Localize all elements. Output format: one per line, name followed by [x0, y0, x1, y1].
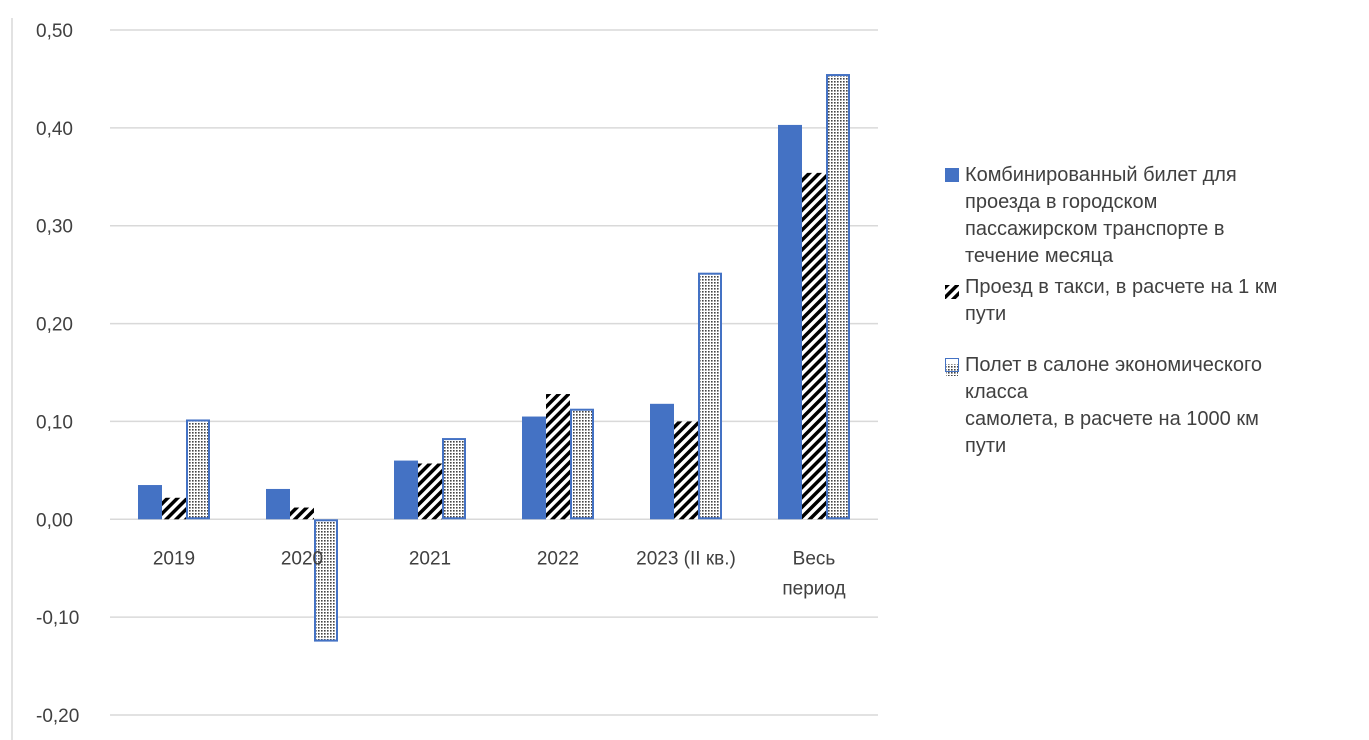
axis-labels: 0,50 0,40 0,30 0,20 0,10 0,00 -0,10 -0,20 2019 20… [36, 21, 846, 727]
bar-series-1 [650, 403, 674, 520]
legend-label: Проезд в такси, в расчете на 1 км пути [965, 276, 1278, 325]
bar-series-1 [778, 124, 802, 520]
x-category-label: 2023 (II кв.) [636, 548, 736, 569]
gridlines [110, 29, 878, 716]
bar-series-3 [314, 519, 338, 642]
y-tick-label: 0,30 [36, 217, 73, 238]
legend-label: Комбинированный билет для проезда в горо… [965, 164, 1237, 267]
bar-series-2 [162, 497, 186, 520]
bar-series-1 [138, 485, 162, 520]
bar-series-1 [266, 488, 290, 520]
x-category-label: 2020 [281, 548, 323, 569]
legend-swatch-stripes [945, 280, 959, 299]
bar-series-2 [290, 507, 314, 520]
bar-series-3 [570, 408, 594, 520]
legend-label: Полет в салоне экономического класса сам… [965, 354, 1262, 457]
bar-series-1 [394, 460, 418, 520]
y-tick-label: -0,10 [36, 608, 79, 629]
legend-item-taxi: Проезд в такси, в расчете на 1 км пути [945, 274, 1355, 328]
legend-item-flight: Полет в салоне экономического класса сам… [945, 352, 1355, 460]
bar-series-3 [186, 419, 210, 520]
legend-swatch-solid [945, 168, 959, 182]
x-category-label: Весь [793, 548, 836, 569]
y-tick-label: 0,40 [36, 119, 73, 140]
x-category-label: период [782, 578, 845, 599]
bar-series-2 [546, 394, 570, 520]
bar-series-3 [442, 438, 466, 520]
bar-series-3 [826, 74, 850, 520]
bar-series-3 [698, 272, 722, 520]
y-tick-label: 0,50 [36, 21, 73, 42]
y-tick-label: -0,20 [36, 706, 79, 727]
legend-item-combined-ticket: Комбинированный билет для проезда в горо… [945, 162, 1355, 270]
bar-series-2 [802, 172, 826, 520]
x-category-label: 2019 [153, 548, 195, 569]
legend: Комбинированный билет для проезда в горо… [945, 162, 1355, 484]
x-category-label: 2022 [537, 548, 579, 569]
legend-swatch-dots [945, 358, 959, 376]
y-tick-label: 0,00 [36, 510, 73, 531]
bar-series-1 [522, 416, 546, 520]
x-category-label: 2021 [409, 548, 451, 569]
bar-series-2 [418, 463, 442, 520]
bar-series-2 [674, 421, 698, 520]
y-tick-label: 0,10 [36, 412, 73, 433]
bars [138, 74, 850, 642]
y-tick-label: 0,20 [36, 315, 73, 336]
